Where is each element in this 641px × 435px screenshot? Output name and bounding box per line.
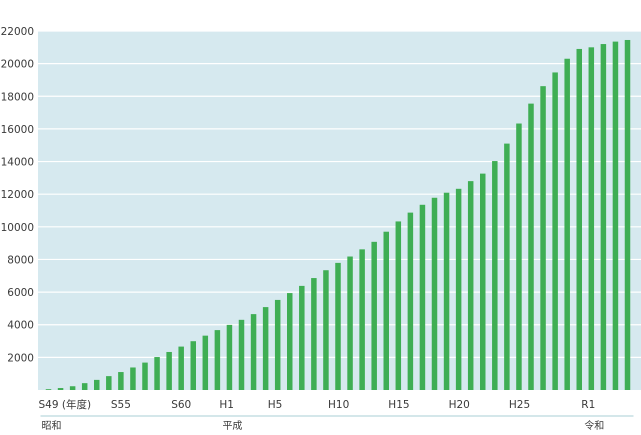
bar — [45, 389, 52, 390]
y-tick-label: 6000 — [7, 287, 34, 299]
bar — [576, 48, 582, 390]
bar — [383, 231, 389, 390]
bar — [214, 330, 221, 390]
y-tick-label: 14000 — [1, 157, 34, 169]
bar — [118, 372, 124, 390]
bars — [45, 39, 631, 391]
y-tick-label: 2000 — [7, 352, 34, 364]
y-tick-label: 4000 — [7, 320, 34, 332]
bar — [564, 58, 570, 391]
bar — [480, 173, 486, 390]
bar — [311, 278, 317, 390]
bar — [202, 335, 209, 390]
bar — [323, 270, 329, 390]
bar — [250, 314, 257, 390]
x-tick-label: R1 — [581, 399, 595, 411]
era-label: 令和 — [584, 419, 604, 432]
bar — [238, 319, 245, 390]
bar — [94, 379, 100, 390]
bar — [178, 346, 184, 390]
bar — [443, 192, 450, 390]
era-label: 平成 — [222, 420, 242, 432]
bar — [624, 39, 631, 390]
y-tick-label: 16000 — [1, 124, 34, 136]
bar — [395, 221, 402, 390]
x-tick-label: H15 — [388, 399, 409, 411]
bar — [455, 188, 462, 390]
bar — [81, 383, 88, 390]
bar — [359, 249, 365, 390]
bar — [335, 262, 341, 390]
x-tick-label: H20 — [449, 399, 470, 411]
x-tick-label: H1 — [219, 399, 234, 411]
bar — [552, 72, 558, 390]
y-tick-label: 10000 — [1, 222, 34, 234]
x-tick-label: H5 — [268, 399, 283, 411]
bar — [347, 256, 353, 390]
x-tick-label: S49 (年度) — [39, 398, 92, 411]
bar — [588, 47, 595, 390]
y-tick-label: 18000 — [1, 91, 34, 103]
x-axis-ticks: S49 (年度) S55 S60 H1 H5 H10 H15 H20 H25 R1 — [39, 398, 596, 411]
bar — [154, 357, 160, 390]
bar — [226, 324, 233, 390]
bar — [69, 386, 76, 390]
y-axis-ticks: 2000 4000 6000 8000 10000 12000 14000 16000 1800… — [1, 26, 34, 364]
bar — [106, 376, 112, 390]
bar — [57, 388, 64, 390]
x-tick-label: S60 — [171, 399, 191, 411]
era-labels: 昭和 平成 令和 — [40, 415, 634, 432]
bar — [419, 204, 426, 390]
x-tick-label: H10 — [328, 399, 349, 411]
bar — [274, 299, 281, 390]
era-label: 昭和 — [42, 420, 62, 432]
bar — [371, 241, 377, 390]
bar — [528, 103, 534, 391]
y-tick-label: 20000 — [1, 59, 34, 71]
bar — [516, 123, 522, 391]
y-tick-label: 12000 — [1, 189, 34, 201]
bar — [540, 86, 546, 390]
bar — [407, 212, 414, 390]
x-tick-label: S55 — [111, 399, 131, 411]
bar — [190, 341, 196, 390]
bar — [287, 293, 293, 390]
y-tick-label: 8000 — [7, 254, 34, 266]
bar — [504, 143, 510, 390]
bar — [492, 161, 498, 390]
bar — [142, 362, 148, 390]
bar — [431, 197, 438, 390]
bar — [262, 307, 269, 390]
x-tick-label: H25 — [509, 399, 530, 411]
bar — [299, 285, 305, 390]
y-tick-label: 22000 — [1, 26, 34, 38]
bar — [467, 181, 474, 390]
bar — [600, 44, 607, 391]
bar — [612, 41, 619, 391]
bar — [130, 367, 136, 390]
bar — [166, 351, 172, 390]
